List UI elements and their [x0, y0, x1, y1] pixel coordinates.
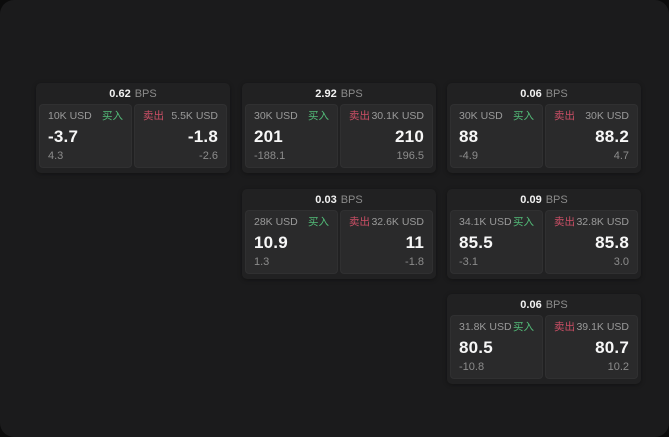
bps-header: 0.09 BPS: [450, 189, 638, 210]
buy-side-label: 买入: [513, 216, 534, 228]
sell-delta: 10.2: [607, 361, 629, 373]
sell-side-label: 卖出: [143, 110, 164, 122]
sell-amount: 39.1K USD: [576, 321, 629, 333]
buy-delta: -10.8: [459, 361, 485, 373]
sell-quote-panel[interactable]: 卖出 32.6K USD 11 -1.8: [340, 210, 433, 274]
sell-quote-panel[interactable]: 卖出 39.1K USD 80.7 10.2: [545, 315, 638, 379]
bps-value: 0.03: [315, 193, 337, 206]
sell-quote-panel[interactable]: 卖出 30K USD 88.2 4.7: [545, 104, 638, 168]
buy-amount: 28K USD: [254, 216, 298, 228]
sell-price: 85.8: [595, 232, 629, 252]
bps-value: 0.62: [109, 87, 131, 100]
sell-quote-panel[interactable]: 卖出 5.5K USD -1.8 -2.6: [134, 104, 227, 168]
sell-side-label: 卖出: [554, 216, 575, 228]
sell-price: -1.8: [187, 126, 218, 146]
bps-unit-label: BPS: [340, 87, 363, 100]
sell-delta: -1.8: [405, 256, 424, 268]
bps-unit-label: BPS: [340, 193, 363, 206]
sell-side-label: 卖出: [554, 110, 575, 122]
bps-header: 0.03 BPS: [245, 189, 433, 210]
buy-amount: 34.1K USD: [459, 216, 512, 228]
bps-value: 2.92: [315, 87, 337, 100]
bps-value: 0.09: [520, 193, 542, 206]
buy-side-label: 买入: [308, 110, 329, 122]
buy-quote-panel[interactable]: 30K USD 买入 201 -188.1: [245, 104, 338, 168]
buy-delta: -3.1: [459, 256, 478, 268]
sell-quote-panel[interactable]: 卖出 30.1K USD 210 196.5: [340, 104, 433, 168]
quote-card: 0.06 BPS 30K USD 买入 88 -4.9 卖出 30K USD 8…: [447, 83, 641, 173]
quote-card: 0.62 BPS 10K USD 买入 -3.7 4.3 卖出 5.5K USD…: [36, 83, 230, 173]
bps-header: 0.62 BPS: [39, 83, 227, 104]
sell-amount: 32.8K USD: [576, 216, 629, 228]
bps-header: 2.92 BPS: [245, 83, 433, 104]
buy-price: 80.5: [459, 337, 493, 357]
buy-delta: 4.3: [48, 150, 64, 162]
buy-delta: -4.9: [459, 150, 478, 162]
buy-quote-panel[interactable]: 10K USD 买入 -3.7 4.3: [39, 104, 132, 168]
buy-quote-panel[interactable]: 34.1K USD 买入 85.5 -3.1: [450, 210, 543, 274]
sell-delta: 3.0: [613, 256, 629, 268]
buy-quote-panel[interactable]: 30K USD 买入 88 -4.9: [450, 104, 543, 168]
sell-price: 11: [405, 232, 424, 252]
buy-side-label: 买入: [102, 110, 123, 122]
buy-amount: 31.8K USD: [459, 321, 512, 333]
buy-price: 85.5: [459, 232, 493, 252]
buy-amount: 10K USD: [48, 110, 92, 122]
quote-card: 2.92 BPS 30K USD 买入 201 -188.1 卖出 30.1K …: [242, 83, 436, 173]
sell-amount: 30.1K USD: [371, 110, 424, 122]
buy-price: 88: [459, 126, 479, 146]
bps-header: 0.06 BPS: [450, 83, 638, 104]
buy-quote-panel[interactable]: 28K USD 买入 10.9 1.3: [245, 210, 338, 274]
sell-side-label: 卖出: [349, 110, 370, 122]
sell-quote-panel[interactable]: 卖出 32.8K USD 85.8 3.0: [545, 210, 638, 274]
quote-card: 0.09 BPS 34.1K USD 买入 85.5 -3.1 卖出 32.8K…: [447, 189, 641, 279]
sell-price: 88.2: [595, 126, 629, 146]
sell-delta: -2.6: [199, 150, 218, 162]
buy-amount: 30K USD: [254, 110, 298, 122]
sell-delta: 196.5: [396, 150, 424, 162]
buy-side-label: 买入: [308, 216, 329, 228]
buy-price: 201: [254, 126, 283, 146]
bps-value: 0.06: [520, 87, 542, 100]
buy-price: 10.9: [254, 232, 288, 252]
sell-amount: 32.6K USD: [371, 216, 424, 228]
quote-card: 0.03 BPS 28K USD 买入 10.9 1.3 卖出 32.6K US…: [242, 189, 436, 279]
sell-delta: 4.7: [613, 150, 629, 162]
sell-side-label: 卖出: [554, 321, 575, 333]
sell-amount: 30K USD: [585, 110, 629, 122]
buy-amount: 30K USD: [459, 110, 503, 122]
sell-side-label: 卖出: [349, 216, 370, 228]
buy-side-label: 买入: [513, 110, 534, 122]
sell-amount: 5.5K USD: [171, 110, 218, 122]
buy-side-label: 买入: [513, 321, 534, 333]
buy-delta: 1.3: [254, 256, 270, 268]
bps-unit-label: BPS: [545, 87, 568, 100]
buy-price: -3.7: [48, 126, 79, 146]
bps-unit-label: BPS: [545, 298, 568, 311]
sell-price: 80.7: [595, 337, 629, 357]
bps-value: 0.06: [520, 298, 542, 311]
sell-price: 210: [395, 126, 424, 146]
quote-card: 0.06 BPS 31.8K USD 买入 80.5 -10.8 卖出 39.1…: [447, 294, 641, 384]
buy-delta: -188.1: [254, 150, 286, 162]
bps-header: 0.06 BPS: [450, 294, 638, 315]
bps-unit-label: BPS: [545, 193, 568, 206]
bps-unit-label: BPS: [134, 87, 157, 100]
buy-quote-panel[interactable]: 31.8K USD 买入 80.5 -10.8: [450, 315, 543, 379]
